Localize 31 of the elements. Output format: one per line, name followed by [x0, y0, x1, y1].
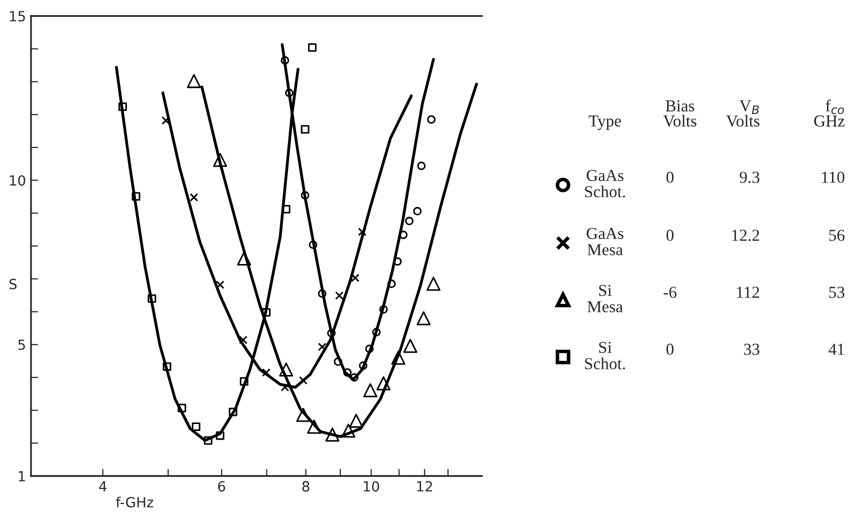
legend-label: Si Mesa: [587, 284, 623, 312]
y-tick-label: 1: [18, 471, 25, 482]
x-tick-label: 8: [302, 481, 310, 492]
text: Bias Volts: [663, 100, 696, 127]
text: -6: [664, 286, 676, 298]
text: 112: [737, 286, 760, 298]
x-axis-title: f-GHz: [116, 496, 154, 508]
x-tick-label: 4: [99, 481, 106, 492]
text: 41: [828, 344, 844, 355]
legend-label: Si Schot.: [585, 342, 625, 370]
text: f$_{co}$ GHz: [814, 100, 845, 127]
text: 110: [822, 172, 844, 183]
text: 9.3: [740, 172, 760, 183]
x-tick-label: 10: [364, 481, 380, 492]
legend-label: GaAs Mesa: [586, 228, 624, 256]
text: 33: [744, 344, 760, 355]
legend-label: GaAs Schot.: [585, 170, 625, 198]
y-tick-label: 5: [18, 340, 25, 350]
text: 0: [666, 172, 674, 183]
text: 0: [666, 344, 674, 355]
y-tick-label: 10: [10, 175, 26, 186]
text: V$_{B}$ Volts: [726, 100, 760, 127]
text: 12.2: [732, 230, 760, 241]
text: Type: [588, 115, 621, 130]
y-axis-title: S: [9, 278, 17, 290]
text: 53: [829, 286, 844, 298]
x-tick-label: 12: [417, 481, 432, 492]
text: 56: [829, 230, 845, 241]
x-tick-label: 6: [218, 481, 226, 492]
text: 0: [666, 230, 674, 241]
y-tick-label: 15: [10, 11, 25, 22]
